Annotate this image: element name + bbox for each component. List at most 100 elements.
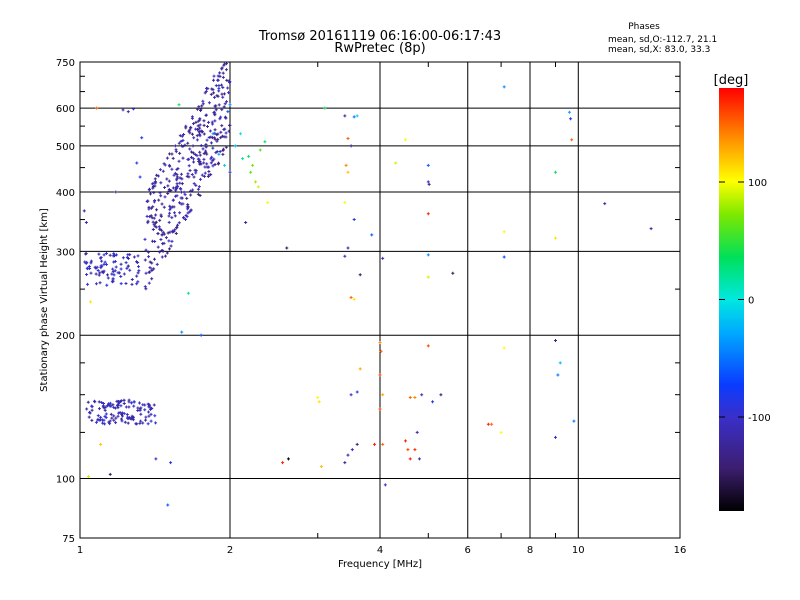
data-point bbox=[216, 78, 220, 82]
data-point bbox=[160, 202, 164, 206]
data-point bbox=[188, 128, 192, 132]
data-point bbox=[558, 361, 562, 365]
data-point bbox=[152, 257, 156, 261]
data-point bbox=[104, 405, 108, 409]
data-point bbox=[108, 472, 112, 476]
y-tick-label: 200 bbox=[56, 331, 75, 342]
data-point bbox=[218, 149, 222, 153]
data-point bbox=[109, 412, 113, 416]
x-tick-label: 6 bbox=[465, 545, 471, 556]
data-point bbox=[94, 272, 98, 276]
data-point bbox=[221, 95, 225, 99]
data-point bbox=[85, 266, 89, 270]
data-point bbox=[113, 269, 117, 273]
data-point bbox=[403, 138, 407, 142]
data-point bbox=[85, 407, 89, 411]
data-point bbox=[209, 92, 213, 96]
data-point bbox=[197, 185, 201, 189]
data-point bbox=[101, 421, 105, 425]
data-point bbox=[349, 144, 353, 148]
data-point bbox=[152, 191, 156, 195]
data-point bbox=[502, 230, 506, 234]
data-point bbox=[344, 163, 348, 167]
data-point bbox=[103, 408, 107, 412]
data-point bbox=[167, 239, 171, 243]
data-point bbox=[408, 457, 412, 461]
data-point bbox=[111, 270, 115, 274]
data-point bbox=[147, 205, 151, 209]
data-point bbox=[406, 448, 410, 452]
data-point bbox=[151, 205, 155, 209]
data-point bbox=[114, 253, 118, 257]
data-point bbox=[415, 430, 419, 434]
data-point bbox=[373, 442, 377, 446]
data-point bbox=[239, 132, 243, 136]
data-point bbox=[158, 250, 162, 254]
data-point bbox=[222, 62, 226, 66]
data-point bbox=[439, 393, 443, 397]
data-point bbox=[125, 413, 129, 417]
data-point bbox=[169, 206, 173, 210]
data-point bbox=[143, 408, 147, 412]
data-point bbox=[143, 237, 147, 241]
data-point bbox=[178, 134, 182, 138]
data-point bbox=[158, 218, 162, 222]
data-point bbox=[107, 420, 111, 424]
data-point bbox=[173, 228, 177, 232]
data-point bbox=[84, 261, 88, 265]
data-point bbox=[190, 173, 194, 177]
data-point bbox=[316, 395, 320, 399]
data-point bbox=[195, 154, 199, 158]
data-point bbox=[183, 193, 187, 197]
data-point bbox=[127, 416, 131, 420]
data-point bbox=[104, 416, 108, 420]
data-point bbox=[97, 400, 101, 404]
data-point bbox=[174, 187, 178, 191]
data-point bbox=[144, 418, 148, 422]
data-point bbox=[162, 241, 166, 245]
data-point bbox=[189, 193, 193, 197]
data-point bbox=[181, 144, 185, 148]
data-point bbox=[570, 138, 574, 142]
data-point bbox=[249, 170, 253, 174]
data-point bbox=[218, 117, 222, 121]
data-point bbox=[119, 404, 123, 408]
data-point bbox=[649, 227, 653, 231]
y-tick-label: 500 bbox=[56, 142, 75, 153]
data-point bbox=[144, 248, 148, 252]
data-point bbox=[168, 208, 172, 212]
data-point bbox=[151, 220, 155, 224]
data-point bbox=[135, 274, 139, 278]
data-point bbox=[198, 153, 202, 157]
data-point bbox=[223, 163, 227, 167]
data-point bbox=[213, 137, 217, 141]
data-point bbox=[182, 216, 186, 220]
data-point bbox=[378, 407, 382, 411]
data-point bbox=[224, 135, 228, 139]
data-point bbox=[112, 260, 116, 264]
data-point bbox=[167, 189, 171, 193]
data-point bbox=[209, 161, 213, 165]
data-point bbox=[98, 281, 102, 285]
data-point bbox=[122, 411, 126, 415]
data-point bbox=[116, 400, 120, 404]
data-point bbox=[161, 169, 165, 173]
data-point bbox=[286, 457, 290, 461]
data-point bbox=[178, 201, 182, 205]
data-point bbox=[426, 253, 430, 257]
data-point bbox=[167, 220, 171, 224]
data-point bbox=[130, 401, 134, 405]
data-point bbox=[221, 86, 225, 90]
data-point bbox=[378, 341, 382, 345]
data-point bbox=[213, 119, 217, 123]
data-point bbox=[192, 182, 196, 186]
data-point bbox=[111, 403, 115, 407]
data-point bbox=[204, 151, 208, 155]
data-point bbox=[147, 281, 151, 285]
data-point bbox=[137, 401, 141, 405]
data-point bbox=[197, 105, 201, 109]
data-point bbox=[427, 182, 431, 186]
data-point bbox=[103, 260, 107, 264]
data-point bbox=[85, 273, 89, 277]
data-point bbox=[188, 147, 192, 151]
